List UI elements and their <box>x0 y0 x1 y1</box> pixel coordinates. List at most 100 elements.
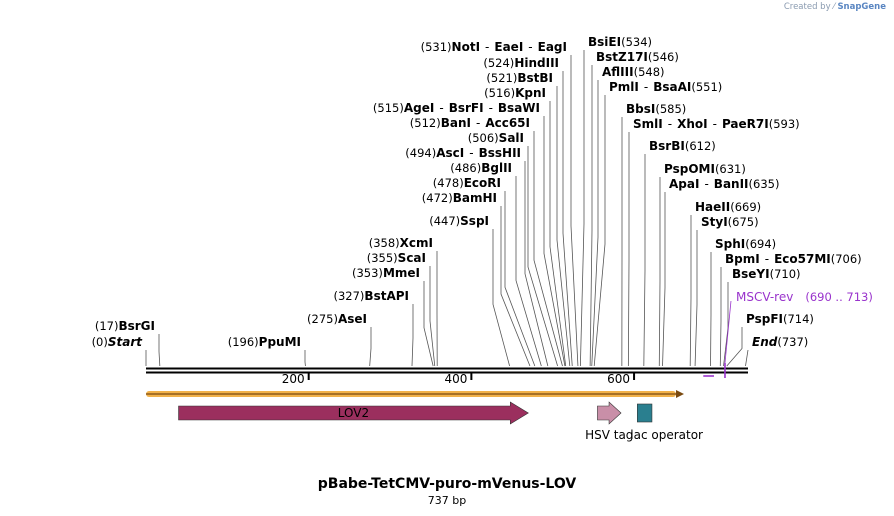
site-leader-line <box>562 71 573 367</box>
site-label: HaeII(669) <box>695 200 761 214</box>
feature-lov2 <box>178 401 529 425</box>
site-position: (612) <box>685 139 716 153</box>
enzyme-name: XhoI <box>677 117 708 131</box>
site-separator: - <box>713 117 717 131</box>
site-position: (534) <box>621 35 652 49</box>
plasmid-length: 737 bp <box>427 494 467 507</box>
enzyme-name: Acc65I <box>485 116 530 130</box>
site-leader-line <box>591 80 599 367</box>
site-leader-line <box>527 146 558 367</box>
site-leader-line <box>515 176 542 367</box>
site-separator: - <box>439 101 443 115</box>
site-label: (0)Start <box>92 335 144 349</box>
site-label: End(737) <box>752 335 808 349</box>
site-leader-line <box>627 132 630 367</box>
enzyme-name: HindIII <box>514 56 559 70</box>
ruler-tick-label: 600 <box>607 372 630 386</box>
enzyme-name: AseI <box>338 312 367 326</box>
site-position: (515) <box>373 101 404 115</box>
site-label: (447)SspI <box>429 214 489 228</box>
site-label: PspFI(714) <box>746 312 814 326</box>
site-label: (524)HindIII <box>483 56 559 70</box>
ruler: 200 400 600 <box>282 372 636 386</box>
enzyme-name: BstAPI <box>364 289 409 303</box>
site-separator: - <box>765 252 769 266</box>
site-label: BstZ17I(546) <box>596 50 679 64</box>
site-label: SmlI - XhoI - PaeR7I(593) <box>633 117 800 131</box>
site-separator: - <box>476 116 480 130</box>
site-label: StyI(675) <box>701 215 759 229</box>
primer-group: MSCV-rev (690 .. 713) <box>703 290 873 378</box>
site-label: (512)BanI - Acc65I <box>410 116 530 130</box>
ruler-tick <box>633 373 636 380</box>
enzyme-name: BsrBI <box>649 139 685 153</box>
enzyme-name: BstBI <box>517 71 553 85</box>
enzyme-name: BsrGI <box>118 319 155 333</box>
site-leader-line <box>549 101 567 367</box>
site-position: (355) <box>367 251 398 265</box>
site-leader-line <box>524 161 549 367</box>
site-label: PmlI - BsaAI(551) <box>609 80 722 94</box>
enzyme-name: ApaI <box>669 177 699 191</box>
site-lines <box>145 50 749 367</box>
feature-label: HSV tag <box>585 428 633 442</box>
enzyme-name: EaeI <box>494 40 523 54</box>
enzyme-name: BsrFI <box>449 101 484 115</box>
enzyme-name: Start <box>108 335 143 349</box>
site-position: (472) <box>422 191 453 205</box>
site-label: (327)BstAPI <box>333 289 409 303</box>
site-leader-line <box>643 154 646 367</box>
site-label: (521)BstBI <box>486 71 553 85</box>
enzyme-name: ScaI <box>398 251 426 265</box>
credit-brand: SnapGene <box>837 2 886 12</box>
site-position: (631) <box>715 162 746 176</box>
primer-name: MSCV-rev <box>736 290 793 304</box>
site-separator: - <box>704 177 708 191</box>
ruler-tick <box>470 373 473 380</box>
site-position: (17) <box>95 319 119 333</box>
enzyme-name: BsaWI <box>498 101 540 115</box>
enzyme-name: BanI <box>441 116 471 130</box>
site-position: (531) <box>421 40 452 54</box>
enzyme-name: BsiEI <box>588 35 621 49</box>
enzyme-name: BsaAI <box>653 80 691 94</box>
feature-hsv-tag <box>597 401 622 425</box>
site-position: (635) <box>749 177 780 191</box>
site-position: (512) <box>410 116 441 130</box>
site-position: (486) <box>450 161 481 175</box>
site-leader-line <box>504 191 536 367</box>
enzyme-name: AflIII <box>602 65 634 79</box>
enzyme-name: PpuMI <box>259 335 301 349</box>
site-label: (196)PpuMI <box>228 335 301 349</box>
enzyme-name: PspOMI <box>664 162 715 176</box>
site-leader-line <box>533 131 563 367</box>
site-position: (521) <box>486 71 517 85</box>
enzyme-name: StyI <box>701 215 728 229</box>
enzyme-name: AgeI <box>404 101 434 115</box>
site-label: SphI(694) <box>715 237 776 251</box>
site-position: (737) <box>777 335 808 349</box>
enzyme-name: NotI <box>452 40 481 54</box>
enzyme-name: BseYI <box>732 267 770 281</box>
primer-range: (690 .. 713) <box>805 290 873 304</box>
site-label: BpmI - Eco57MI(706) <box>725 252 862 266</box>
site-leader-line <box>543 116 566 367</box>
enzyme-name: Eco57MI <box>774 252 831 266</box>
site-label: (515)AgeI - BsrFI - BsaWI <box>373 101 540 115</box>
site-label: (494)AscI - BssHII <box>405 146 521 160</box>
primer-leader <box>724 300 732 364</box>
site-position: (447) <box>429 214 460 228</box>
enzyme-name: BanII <box>714 177 749 191</box>
snapgene-credit: Created by ⁄ SnapGene <box>784 2 886 12</box>
site-separator: - <box>489 101 493 115</box>
site-position: (275) <box>307 312 338 326</box>
enzyme-name: EagI <box>538 40 567 54</box>
site-label: (17)BsrGI <box>95 319 155 333</box>
feature-label: lac operator <box>630 428 703 442</box>
site-leader-line <box>429 266 436 367</box>
enzyme-name: KpnI <box>515 86 546 100</box>
site-label: (355)ScaI <box>367 251 426 265</box>
enzyme-name: SalI <box>499 131 524 145</box>
